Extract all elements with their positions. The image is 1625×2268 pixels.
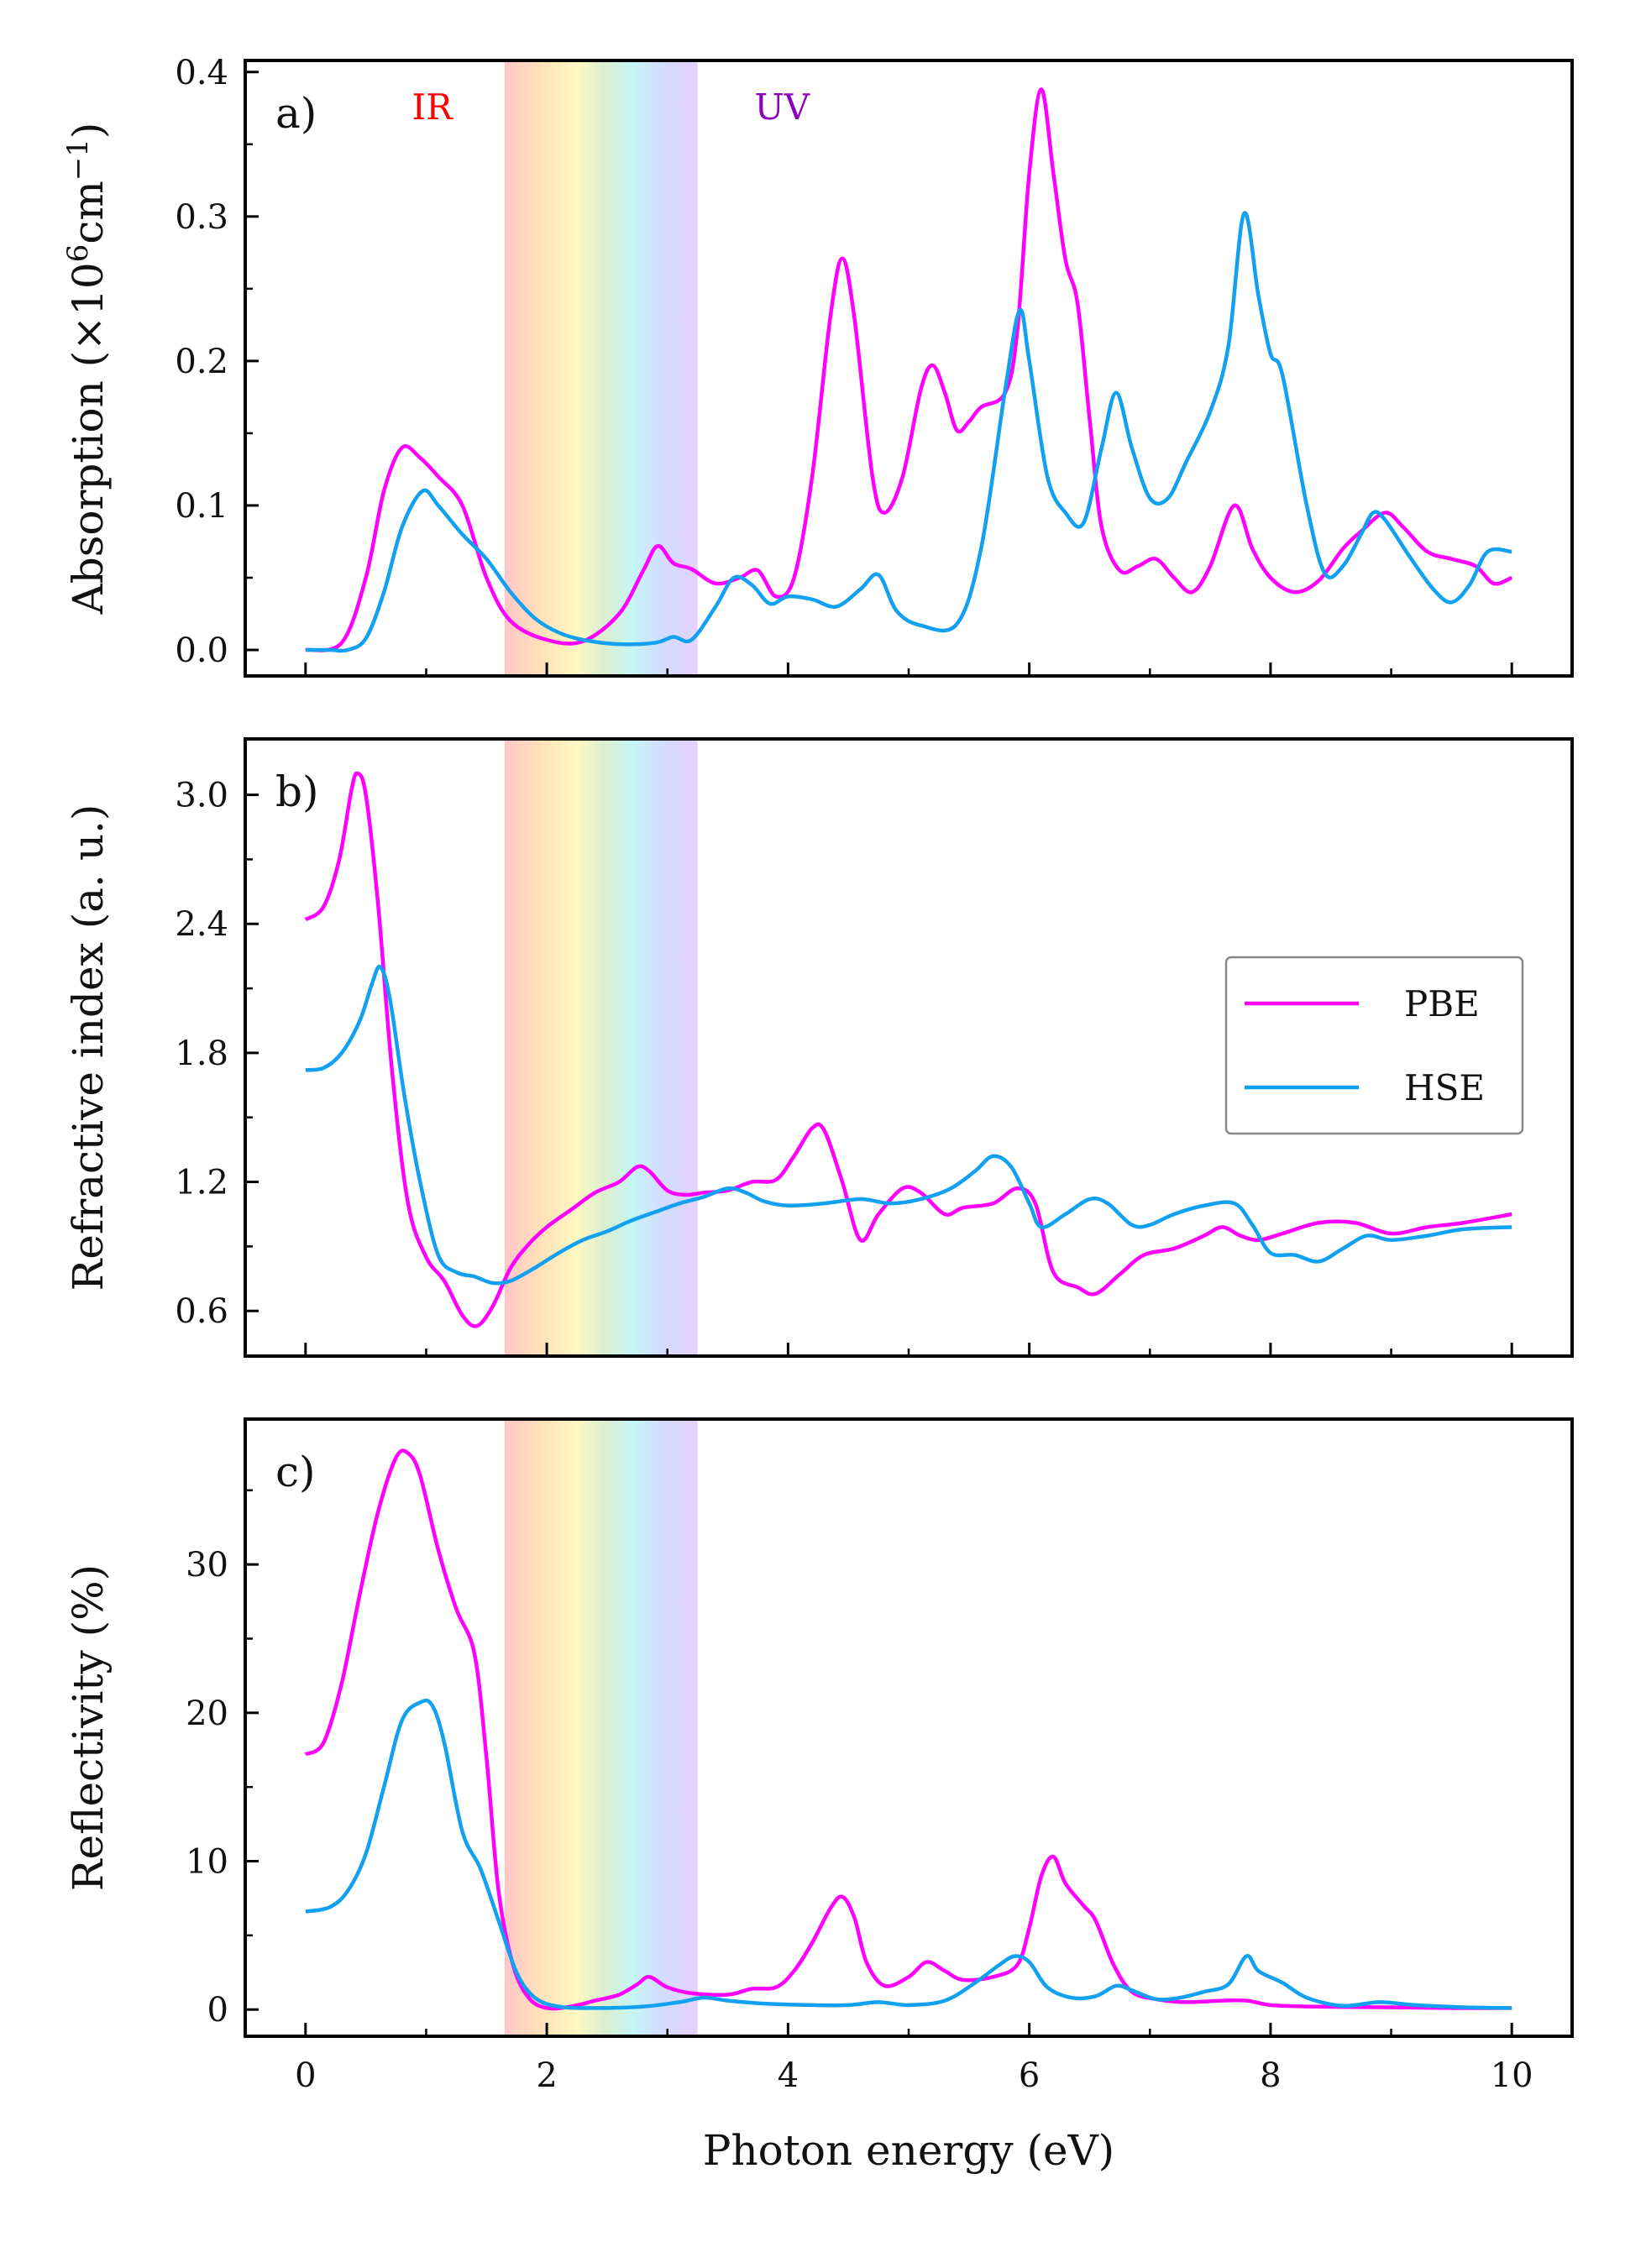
axes-frame (244, 59, 1574, 678)
legend: PBE HSE (1224, 956, 1524, 1135)
reflectivity-panel: 0 10 20 30 0 2 4 6 8 10 c) Reflectivity (%) (64, 1417, 1574, 2095)
legend-entry-hse: HSE (1404, 1067, 1485, 1108)
visible-spectrum-band (504, 739, 698, 1356)
y-tick-label: 1.8 (175, 1034, 228, 1073)
x-tick-label: 6 (1019, 2056, 1040, 2095)
y-tick-label: 0.0 (175, 631, 228, 670)
x-ticks: 0 2 4 6 8 10 (295, 2023, 1533, 2095)
y-tick-label: 3.0 (175, 777, 228, 815)
visible-spectrum-band (504, 1419, 698, 2036)
y-tick-label: 0 (207, 1991, 228, 2030)
refractive-pbe-line (304, 771, 1512, 1328)
y-tick-label: 0.2 (175, 343, 228, 381)
absorption-panel: 0.0 0.1 0.2 0.3 0.4 a) IR UV Absorption (×10… (61, 54, 1574, 678)
x-ticks (304, 663, 1513, 676)
reflectivity-hse-line (305, 1698, 1512, 2010)
y-axis-label: Reflectivity (%) (64, 1564, 113, 1891)
x-tick-label: 10 (1491, 2056, 1533, 2095)
y-ticks: 0.6 1.2 1.8 2.4 3.0 (175, 777, 259, 1331)
panel-label: b) (275, 767, 319, 816)
x-tick-label: 4 (778, 2056, 799, 2095)
y-tick-label: 0.4 (175, 54, 228, 92)
visible-spectrum-band (504, 60, 698, 676)
x-tick-label: 2 (536, 2056, 557, 2095)
absorption-hse-line (305, 211, 1512, 653)
x-tick-label: 8 (1260, 2056, 1281, 2095)
panel-label: c) (275, 1448, 316, 1496)
y-tick-label: 0.3 (175, 198, 228, 237)
panel-label: a) (275, 89, 317, 138)
y-tick-label: 30 (186, 1546, 228, 1584)
refractive-hse-line (305, 964, 1512, 1286)
refractive-index-panel: 0.6 1.2 1.8 2.4 3.0 b) Refractive index (a. … (64, 737, 1574, 1358)
y-ticks: 0 10 20 30 (186, 1489, 259, 2030)
y-tick-label: 0.6 (175, 1292, 228, 1331)
y-tick-label: 10 (186, 1843, 228, 1882)
y-tick-label: 2.4 (175, 905, 228, 944)
legend-box (1224, 956, 1524, 1135)
absorption-pbe-line (305, 87, 1513, 652)
y-tick-label: 20 (186, 1694, 228, 1733)
y-axis-label: Refractive index (a. u.) (64, 804, 113, 1291)
reflectivity-pbe-line (304, 1448, 1512, 2011)
legend-entry-pbe: PBE (1404, 983, 1480, 1024)
ir-region-label: IR (412, 86, 454, 128)
x-ticks (304, 1343, 1513, 1356)
x-axis-label: Photon energy (eV) (703, 2126, 1114, 2175)
uv-region-label: UV (754, 86, 810, 128)
y-ticks: 0.0 0.1 0.2 0.3 0.4 (175, 54, 259, 670)
x-tick-label: 0 (295, 2056, 316, 2095)
y-tick-label: 1.2 (175, 1164, 228, 1202)
y-axis-label: Absorption (×106cm−1) (61, 123, 113, 615)
axes-frame (244, 1417, 1574, 2038)
y-tick-label: 0.1 (175, 487, 228, 526)
